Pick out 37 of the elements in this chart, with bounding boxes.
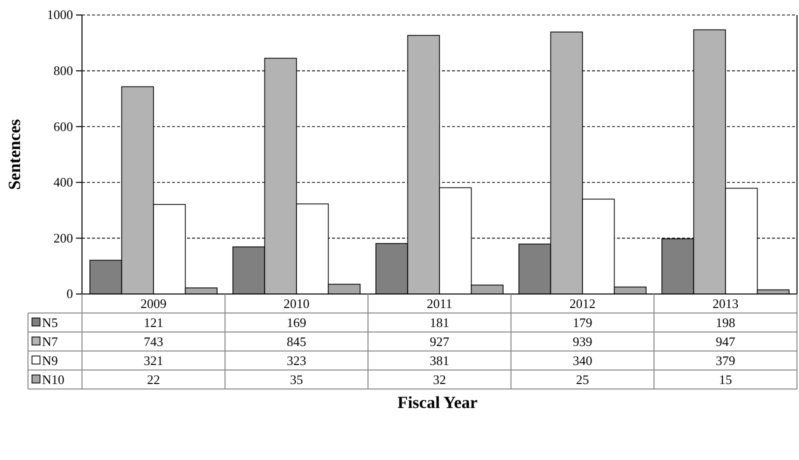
data-label: 35 [290,372,303,387]
data-label: 379 [716,353,736,368]
data-label: 22 [147,372,160,387]
legend-label: N10 [42,372,64,387]
data-label: 340 [572,353,592,368]
data-label: 947 [716,334,736,349]
data-label: 15 [719,372,732,387]
y-tick-label: 0 [66,286,73,302]
x-tick-label: 2011 [426,296,452,311]
data-label: 845 [286,334,306,349]
y-tick-label: 1000 [47,7,73,22]
data-label: 121 [144,315,164,330]
x-axis-title: Fiscal Year [397,393,478,412]
y-axis-title: Sentences [5,118,24,190]
y-tick-label: 200 [54,230,73,246]
legend-label: N7 [42,334,58,349]
data-label: 927 [430,334,450,349]
data-label: 323 [286,353,306,368]
y-tick-label: 600 [54,118,73,134]
x-tick-label: 2009 [140,296,166,311]
data-label: 321 [144,353,164,368]
legend-label: N5 [42,315,58,330]
data-label: 181 [430,315,450,330]
data-label: 32 [433,372,446,387]
data-label: 179 [572,315,592,330]
data-label: 169 [286,315,306,330]
data-label: 743 [144,334,164,349]
data-label: 198 [716,315,736,330]
x-tick-label: 2010 [284,296,310,311]
legend-label: N9 [42,353,58,368]
x-tick-label: 2012 [570,296,596,311]
y-tick-label: 800 [54,62,73,78]
data-label: 381 [430,353,450,368]
x-tick-label: 2013 [712,296,738,311]
y-tick-label: 400 [54,174,73,190]
data-label: 939 [572,334,592,349]
data-label: 25 [576,372,589,387]
